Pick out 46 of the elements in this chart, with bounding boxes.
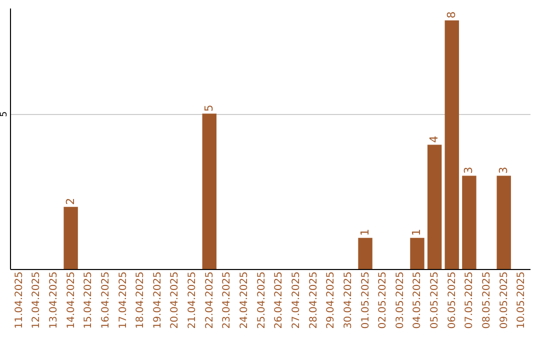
bar bbox=[410, 238, 424, 269]
x-tick-label: 07.05.2025 bbox=[464, 272, 476, 329]
x-tick-label: 14.04.2025 bbox=[66, 272, 77, 329]
x-tick-label: 19.04.2025 bbox=[152, 272, 164, 329]
x-tick-label: 21.04.2025 bbox=[187, 272, 198, 329]
x-tick-label: 18.04.2025 bbox=[135, 272, 146, 329]
x-tick-label: 05.05.2025 bbox=[430, 272, 441, 329]
data-label: 1 bbox=[410, 228, 424, 236]
x-tick-label: 29.04.2025 bbox=[326, 272, 337, 329]
x-tick-label: 11.04.2025 bbox=[14, 272, 25, 329]
data-label: 5 bbox=[202, 104, 216, 112]
data-label: 1 bbox=[358, 228, 372, 236]
x-tick-label: 08.05.2025 bbox=[482, 272, 493, 329]
x-tick-label: 02.05.2025 bbox=[378, 272, 389, 329]
x-tick-label: 03.05.2025 bbox=[394, 272, 406, 329]
x-tick-label: 10.05.2025 bbox=[516, 272, 528, 329]
bar bbox=[444, 20, 459, 269]
data-label: 3 bbox=[462, 166, 476, 174]
x-tick-label: 30.04.2025 bbox=[342, 272, 354, 329]
bar bbox=[462, 176, 476, 269]
bar bbox=[427, 144, 442, 269]
x-tick-label: 27.04.2025 bbox=[290, 272, 302, 329]
bar bbox=[496, 176, 511, 269]
x-tick-label: 06.05.2025 bbox=[446, 272, 458, 329]
x-tick-label: 13.04.2025 bbox=[48, 272, 60, 329]
data-label: 4 bbox=[428, 136, 441, 143]
x-tick-label: 15.04.2025 bbox=[83, 272, 94, 329]
x-tick-label: 25.04.2025 bbox=[256, 272, 268, 329]
data-label: 2 bbox=[64, 198, 77, 205]
x-tick-label: 12.04.2025 bbox=[31, 272, 42, 329]
data-label: 3 bbox=[496, 166, 510, 174]
x-tick-label: 01.05.2025 bbox=[360, 272, 372, 329]
x-tick-label: 09.05.2025 bbox=[498, 272, 510, 329]
bar bbox=[64, 206, 78, 269]
data-label: 8 bbox=[444, 11, 458, 18]
x-tick-label: 24.04.2025 bbox=[239, 272, 250, 329]
x-tick-label: 16.04.2025 bbox=[100, 272, 112, 329]
x-tick-label: 22.04.2025 bbox=[204, 272, 216, 329]
x-tick-label: 23.04.2025 bbox=[222, 272, 233, 329]
x-tick-label: 17.04.2025 bbox=[118, 272, 129, 329]
x-tick-label: 26.04.2025 bbox=[274, 272, 285, 329]
bar bbox=[202, 114, 216, 269]
x-tick-label: 04.05.2025 bbox=[412, 272, 424, 329]
x-tick-label: 20.04.2025 bbox=[170, 272, 181, 329]
bar bbox=[358, 238, 372, 269]
x-tick-label: 28.04.2025 bbox=[308, 272, 320, 329]
